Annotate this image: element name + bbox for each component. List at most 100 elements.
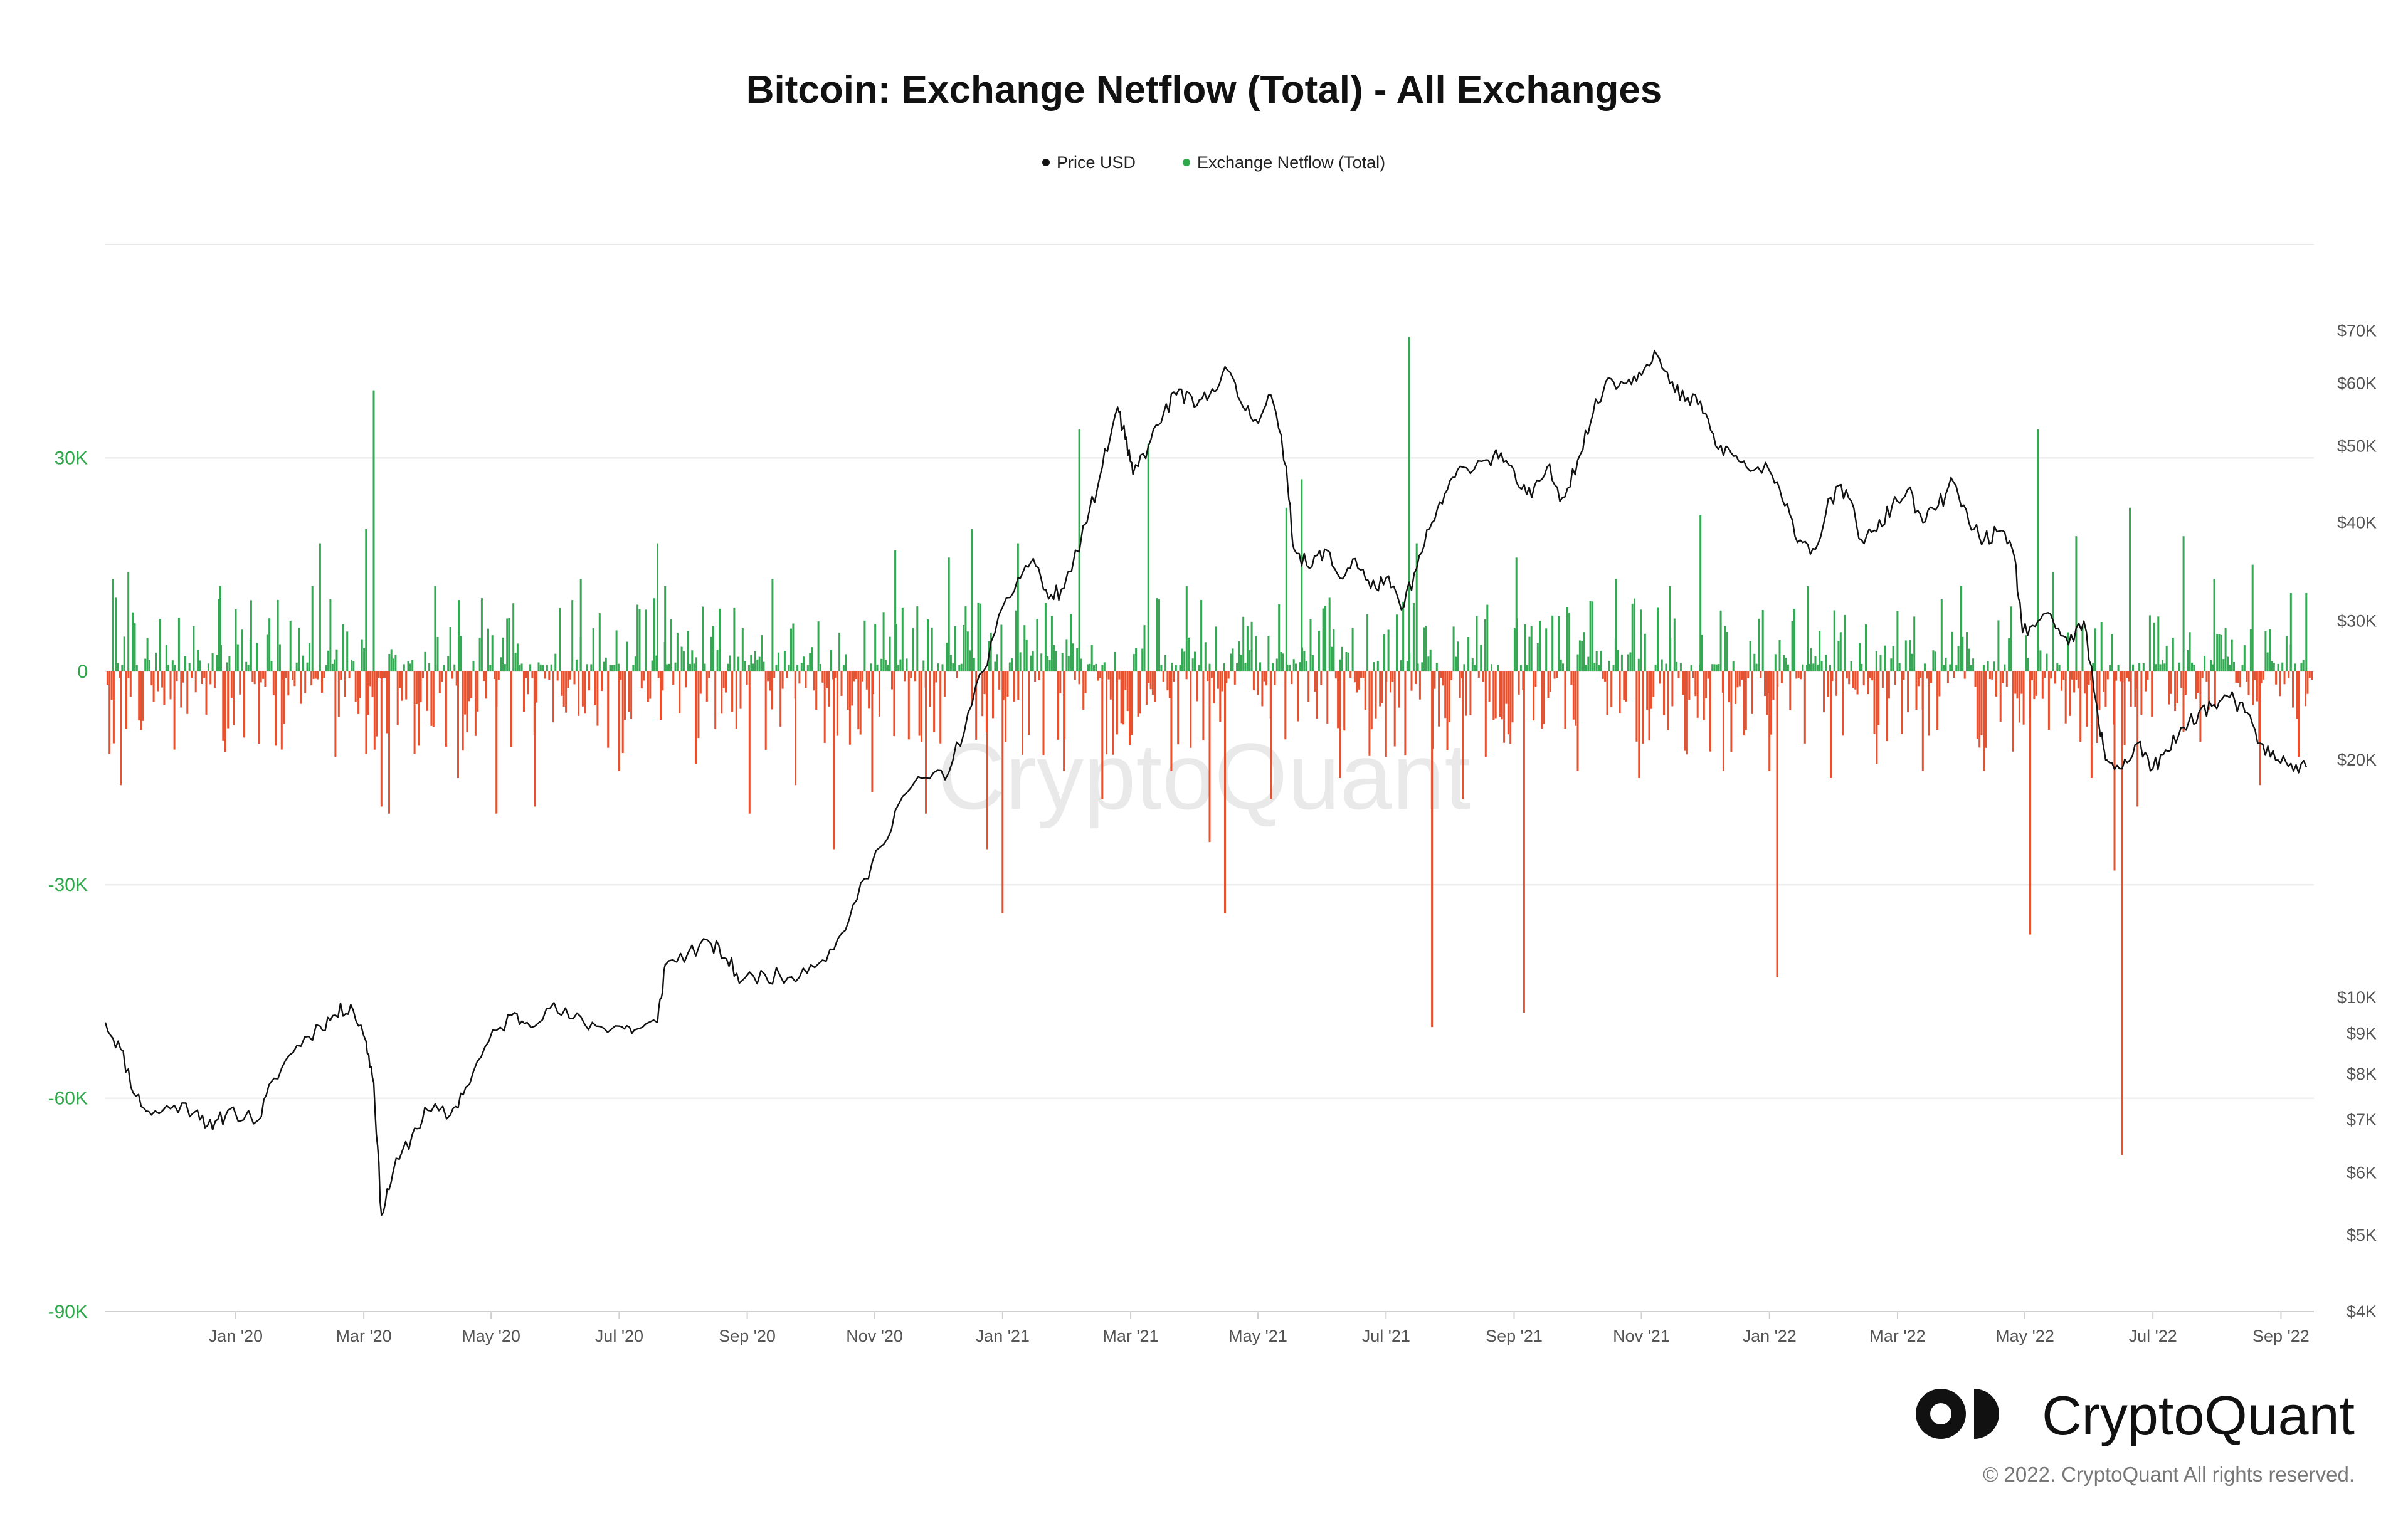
netflow-bar-negative — [1635, 671, 1638, 742]
netflow-bar-positive — [1255, 636, 1257, 671]
netflow-bar-negative — [594, 671, 596, 705]
netflow-bar-negative — [1780, 671, 1783, 683]
chart-title: Bitcoin: Exchange Netflow (Total) - All … — [746, 68, 1662, 112]
netflow-bar-negative — [285, 671, 287, 678]
netflow-bar-positive — [1143, 625, 1146, 671]
netflow-bar-positive — [388, 654, 391, 671]
netflow-bar-positive — [1474, 665, 1476, 671]
netflow-bar-positive — [894, 550, 897, 671]
netflow-bar-negative — [2237, 671, 2239, 683]
netflow-bar-negative — [378, 671, 380, 678]
netflow-bar-negative — [280, 671, 283, 750]
netflow-bar-positive — [702, 606, 704, 671]
netflow-bar-negative — [468, 671, 470, 702]
netflow-bar-negative — [679, 671, 681, 713]
netflow-bar-negative — [630, 671, 633, 719]
netflow-bar-positive — [1457, 641, 1459, 671]
netflow-bar-positive — [1345, 652, 1348, 671]
netflow-bar-positive — [1047, 656, 1049, 671]
netflow-bar-positive — [1949, 664, 1951, 671]
netflow-bar-positive — [874, 624, 877, 671]
netflow-bar-negative — [975, 671, 978, 740]
netflow-bar-positive — [1909, 640, 1911, 671]
netflow-bar-positive — [1665, 663, 1667, 671]
netflow-bar-negative — [956, 671, 958, 678]
netflow-bar-negative — [1570, 671, 1573, 685]
netflow-bar-negative — [260, 671, 262, 683]
netflow-bar-negative — [2050, 671, 2052, 679]
netflow-bar-positive — [1087, 664, 1089, 671]
legend-item-price[interactable]: Price USD — [1042, 153, 1136, 172]
netflow-bar-positive — [638, 609, 641, 671]
netflow-bar-positive — [2294, 663, 2296, 671]
netflow-bar-negative — [369, 671, 372, 687]
netflow-bar-negative — [203, 671, 206, 678]
netflow-bar-negative — [921, 671, 922, 742]
netflow-bar-positive — [155, 652, 157, 671]
netflow-bar-negative — [1334, 671, 1337, 679]
netflow-bar-negative — [907, 671, 910, 740]
netflow-bar-negative — [1928, 671, 1930, 736]
netflow-bar-positive — [1238, 641, 1240, 671]
netflow-bar-negative — [2180, 671, 2183, 688]
netflow-bar-negative — [2275, 671, 2278, 685]
netflow-bar-negative — [798, 671, 801, 684]
netflow-bar-negative — [1881, 671, 1884, 688]
netflow-bar-positive — [1198, 665, 1200, 671]
netflow-bar-positive — [1513, 628, 1516, 671]
netflow-bar-positive — [1415, 543, 1418, 671]
netflow-bar-negative — [1696, 671, 1699, 718]
netflow-bar-positive — [277, 599, 279, 671]
netflow-bar-negative — [552, 671, 554, 723]
netflow-bar-negative — [1112, 671, 1114, 755]
netflow-bar-negative — [1398, 671, 1400, 708]
netflow-bar-negative — [2246, 671, 2248, 682]
netflow-bar-positive — [2142, 663, 2145, 671]
netflow-bar-negative — [1747, 671, 1750, 678]
netflow-bar-negative — [562, 671, 565, 707]
netflow-bar-negative — [929, 671, 931, 707]
netflow-bar-negative — [1343, 671, 1346, 731]
netflow-bar-positive — [171, 660, 174, 671]
netflow-bar-positive — [1896, 611, 1899, 671]
netflow-bar-positive — [491, 635, 494, 671]
netflow-bar-negative — [1511, 671, 1514, 723]
netflow-bar-negative — [1991, 671, 1993, 680]
netflow-bar-positive — [1175, 665, 1177, 671]
netflow-bar-negative — [657, 671, 660, 678]
netflow-bar-negative — [1154, 671, 1156, 702]
netflow-bar-positive — [716, 650, 719, 671]
netflow-bar-negative — [847, 671, 849, 710]
netflow-bar-positive — [1080, 658, 1082, 671]
netflow-bar-positive — [964, 606, 967, 671]
netflow-bar-positive — [1015, 610, 1017, 671]
netflow-bar-negative — [230, 671, 233, 698]
netflow-bar-positive — [1267, 636, 1270, 671]
netflow-bar-negative — [1390, 671, 1391, 693]
netflow-bar-negative — [388, 671, 390, 814]
netflow-bar-negative — [163, 671, 166, 705]
netflow-bar-positive — [1435, 663, 1438, 671]
netflow-bar-negative — [871, 671, 874, 792]
netflow-bar-negative — [1375, 671, 1377, 719]
netflow-bar-negative — [1202, 671, 1205, 740]
netflow-bar-negative — [1097, 671, 1099, 681]
netflow-bar-negative — [2103, 671, 2105, 692]
netflow-bar-positive — [1783, 655, 1785, 671]
netflow-bar-negative — [925, 671, 927, 814]
netflow-bar-positive — [2075, 536, 2078, 671]
netflow-bar-positive — [1050, 616, 1053, 671]
price-line — [104, 350, 2307, 1216]
netflow-bar-negative — [771, 671, 773, 710]
netflow-bar-negative — [536, 671, 538, 703]
legend-item-netflow[interactable]: Exchange Netflow (Total) — [1183, 153, 1385, 172]
netflow-bar-positive — [811, 647, 813, 671]
netflow-bar-negative — [466, 671, 468, 733]
netflow-bar-negative — [878, 671, 880, 717]
netflow-bar-negative — [275, 671, 277, 746]
netflow-bar-negative — [1099, 671, 1102, 678]
netflow-bar-negative — [1963, 671, 1966, 679]
netflow-bar-negative — [588, 671, 590, 691]
netflow-bar-positive — [906, 658, 908, 671]
netflow-bar-negative — [1385, 671, 1387, 757]
